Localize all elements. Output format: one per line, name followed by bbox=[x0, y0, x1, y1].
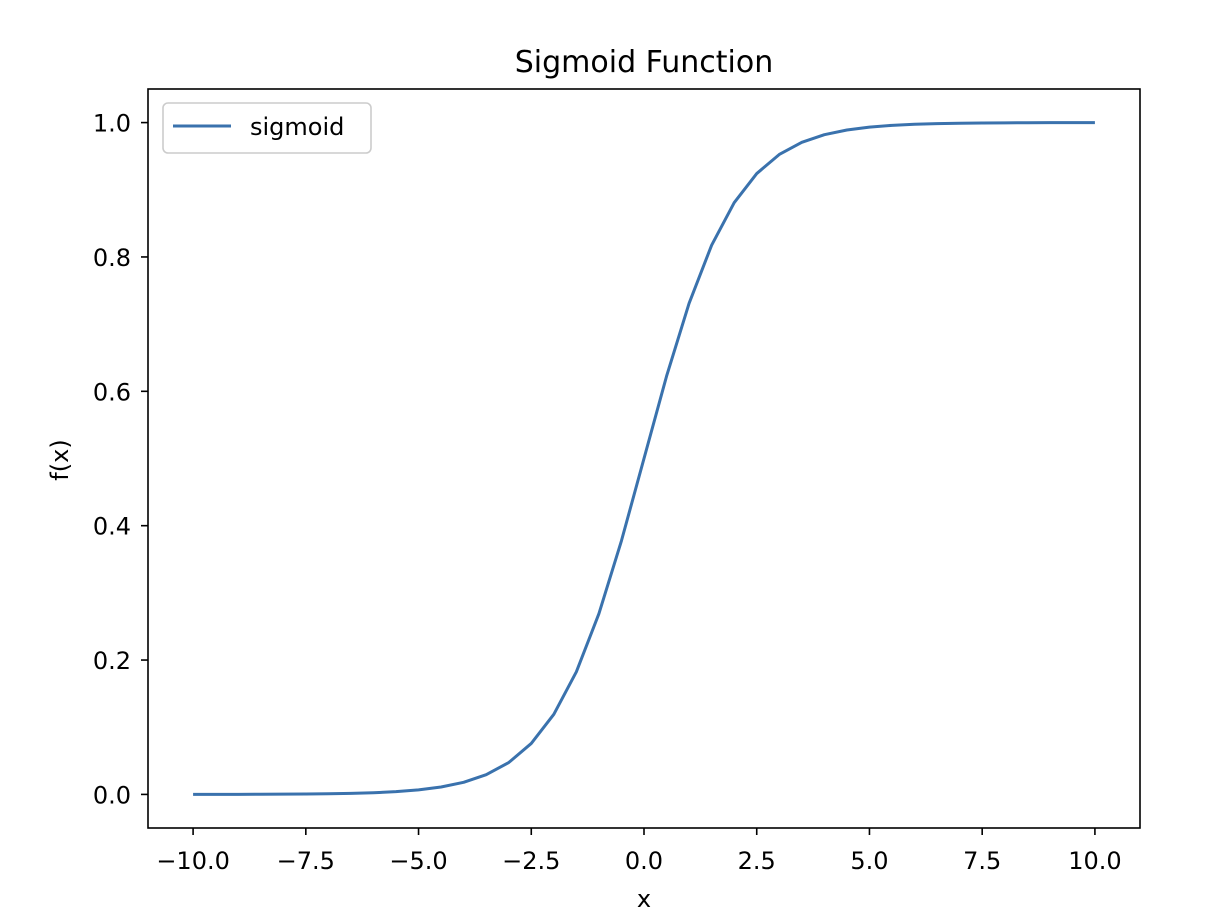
x-tick-label: 0.0 bbox=[625, 847, 663, 875]
x-axis-label: x bbox=[637, 885, 651, 910]
y-tick-label: 0.4 bbox=[93, 513, 131, 541]
series-layer bbox=[193, 121, 1095, 796]
chart-title: Sigmoid Function bbox=[515, 45, 774, 80]
series-line-sigmoid bbox=[193, 121, 1095, 796]
y-tick-label: 0.2 bbox=[93, 647, 131, 675]
y-tick-label: 0.0 bbox=[93, 781, 131, 809]
y-axis-label: f(x) bbox=[46, 439, 74, 480]
x-tick-label: −5.0 bbox=[389, 847, 447, 875]
y-tick-label: 0.6 bbox=[93, 378, 131, 406]
x-tick-label: −2.5 bbox=[502, 847, 560, 875]
legend-box bbox=[162, 102, 372, 154]
x-tick-label: −10.0 bbox=[156, 847, 230, 875]
x-tick-label: 2.5 bbox=[738, 847, 776, 875]
y-axis: 0.0 0.2 0.4 0.6 0.8 1.0 bbox=[93, 110, 148, 809]
x-tick-label: 7.5 bbox=[963, 847, 1001, 875]
legend-label: sigmoid bbox=[250, 113, 344, 141]
x-tick-label: −7.5 bbox=[277, 847, 335, 875]
y-tick-label: 1.0 bbox=[93, 110, 131, 138]
x-tick-label: 5.0 bbox=[850, 847, 888, 875]
x-axis: −10.0 −7.5 −5.0 −2.5 0.0 2.5 5.0 7.5 10.0 bbox=[156, 828, 1122, 875]
y-tick-label: 0.8 bbox=[93, 244, 131, 272]
legend[interactable]: sigmoid bbox=[162, 102, 372, 154]
x-tick-label: 10.0 bbox=[1068, 847, 1121, 875]
